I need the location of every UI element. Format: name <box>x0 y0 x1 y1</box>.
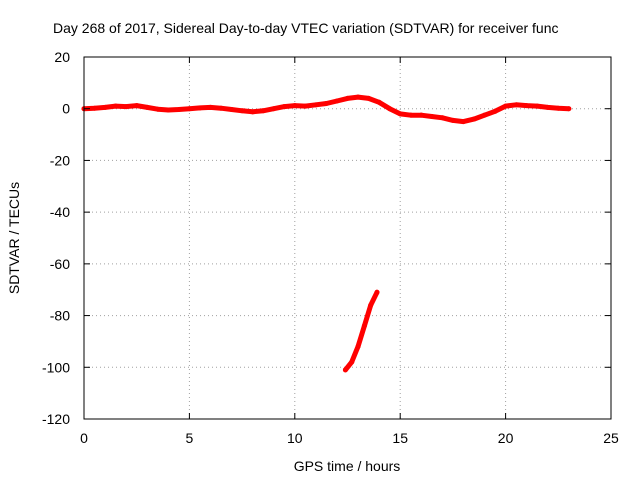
data-point <box>134 103 140 109</box>
y-tick-label: -100 <box>42 359 70 375</box>
data-point <box>292 103 298 109</box>
data-point <box>429 113 435 119</box>
data-point <box>503 103 509 109</box>
y-tick-label: -20 <box>50 152 70 168</box>
x-tick-label: 20 <box>498 430 514 446</box>
data-point <box>566 106 572 112</box>
data-point <box>207 104 213 110</box>
x-tick-label: 5 <box>186 430 194 446</box>
data-point <box>176 106 182 112</box>
data-point <box>281 104 287 110</box>
data-point <box>342 367 348 373</box>
data-point <box>368 302 374 308</box>
data-point <box>355 94 361 100</box>
data-point <box>165 107 171 113</box>
y-tick-labels: -120 -100 -80 -60 -40 -20 0 20 <box>42 49 70 427</box>
data-point <box>439 115 445 121</box>
chart-title: Day 268 of 2017, Sidereal Day-to-day VTE… <box>53 20 559 36</box>
data-point <box>334 98 340 104</box>
data-point <box>218 105 224 111</box>
y-tick-label: -40 <box>50 204 70 220</box>
data-point <box>545 104 551 110</box>
x-tick-label: 15 <box>392 430 408 446</box>
x-tick-label: 10 <box>287 430 303 446</box>
series-layer <box>81 94 572 373</box>
y-tick-label: -80 <box>50 308 70 324</box>
data-point <box>471 116 477 122</box>
x-tick-labels: 0 5 10 15 20 25 <box>80 430 619 446</box>
data-point <box>345 95 350 101</box>
y-axis-label: SDTVAR / TECUs <box>6 182 22 294</box>
y-tick-label: 20 <box>54 49 70 65</box>
data-point <box>197 105 203 111</box>
data-point <box>376 99 382 105</box>
data-point <box>387 106 393 112</box>
data-point <box>513 102 519 108</box>
data-point <box>186 106 192 112</box>
data-point <box>155 106 161 112</box>
data-point <box>355 344 361 350</box>
data-point <box>374 289 380 295</box>
data-point <box>102 104 108 110</box>
data-point <box>450 117 456 123</box>
data-point <box>271 106 277 112</box>
x-tick-label: 0 <box>80 430 88 446</box>
y-tick-label: -120 <box>42 411 70 427</box>
plot-frame <box>83 56 612 420</box>
data-point <box>482 112 488 118</box>
axis-ticks <box>83 56 612 420</box>
data-point <box>323 101 329 107</box>
data-point <box>460 119 466 125</box>
data-point <box>397 111 403 117</box>
data-point <box>302 103 308 109</box>
y-tick-label: 0 <box>62 101 70 117</box>
data-point <box>144 104 150 110</box>
grid-lines <box>84 57 611 419</box>
data-point <box>123 104 129 110</box>
x-axis-label: GPS time / hours <box>294 458 401 474</box>
data-point <box>366 95 372 101</box>
data-point <box>524 103 530 109</box>
data-point <box>361 323 367 329</box>
data-point <box>555 105 561 111</box>
data-point <box>113 103 119 109</box>
data-point <box>229 106 235 112</box>
y-tick-label: -60 <box>50 256 70 272</box>
data-point <box>260 108 266 114</box>
data-point <box>239 108 245 114</box>
data-point <box>492 108 498 114</box>
x-tick-label: 25 <box>603 430 619 446</box>
data-point <box>418 112 424 118</box>
data-point <box>92 105 98 111</box>
data-point <box>408 112 414 118</box>
data-point <box>349 359 355 365</box>
data-point <box>250 109 256 115</box>
data-point <box>534 103 540 109</box>
data-point <box>313 102 319 108</box>
